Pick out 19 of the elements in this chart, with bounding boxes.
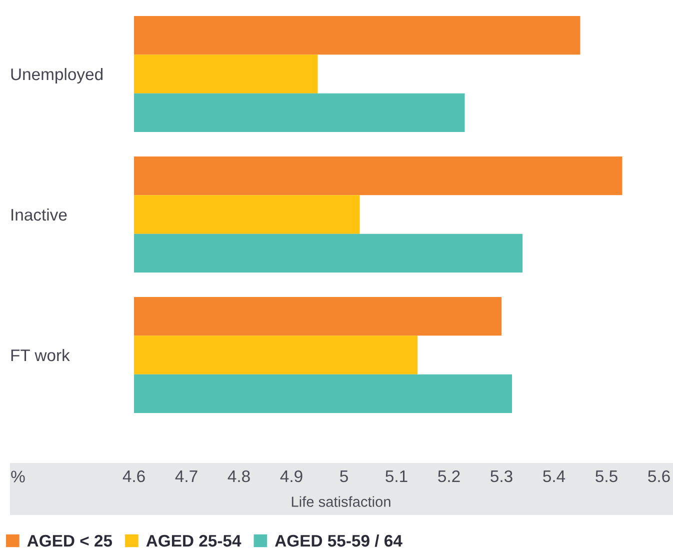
x-tick-label: 4.8 (228, 470, 250, 482)
y-tick-label: FT work (11, 348, 70, 362)
x-tick-label: 4.7 (175, 470, 198, 482)
x-tick-label: 5.1 (386, 470, 408, 482)
legend-label: AGED < 25 (27, 534, 112, 547)
y-tick-label: Inactive (12, 208, 67, 221)
x-tick-label: 5.4 (543, 470, 566, 482)
legend-label: AGED 55-59 / 64 (275, 534, 402, 547)
x-axis-title: Life satisfaction (292, 496, 390, 507)
legend-label: AGED 25-54 (146, 534, 242, 547)
x-tick-label: 5.2 (438, 470, 460, 482)
x-tick-label: 5.3 (490, 470, 512, 482)
y-tick-label: Unemployed (11, 68, 102, 84)
x-tick-label: 4.9 (280, 470, 302, 482)
text: % (11, 470, 25, 482)
x-tick-label: 5.6 (648, 470, 670, 482)
x-tick-label: 5 (340, 470, 348, 482)
x-tick-label: 4.6 (122, 470, 145, 482)
x-tick-label: 5.5 (596, 470, 618, 482)
